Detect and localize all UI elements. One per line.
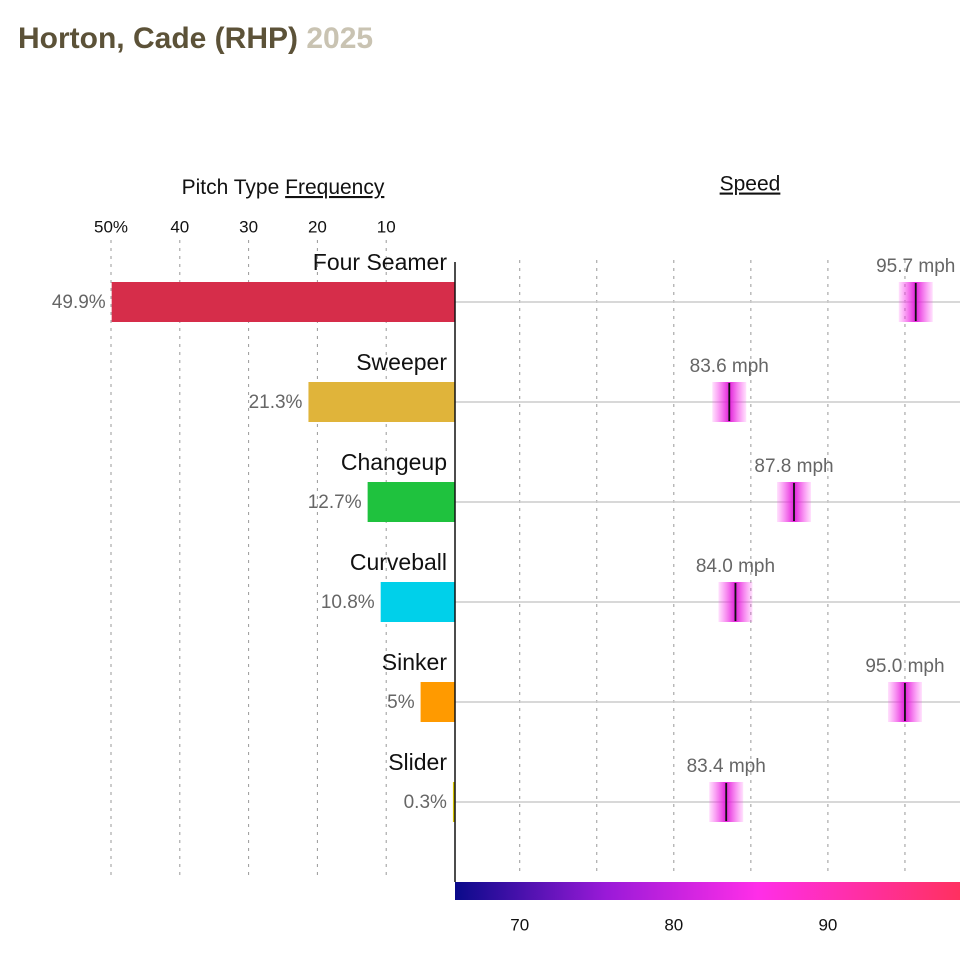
bar xyxy=(111,282,456,322)
x-tick-label: 30 xyxy=(239,217,258,236)
value-label: 95.7 mph xyxy=(876,256,955,277)
category-label: Sinker xyxy=(382,649,448,675)
panel-title: Pitch Type Frequency xyxy=(182,176,385,199)
value-label: 5% xyxy=(387,692,415,713)
category-label: Changeup xyxy=(341,449,447,475)
value-label: 49.9% xyxy=(52,292,106,313)
title-prefix: Pitch Type xyxy=(182,176,280,199)
value-label: 10.8% xyxy=(321,592,375,613)
value-label: 12.7% xyxy=(308,492,362,513)
x-tick-label: 20 xyxy=(308,217,327,236)
bar xyxy=(308,382,455,422)
category-label: Sweeper xyxy=(356,349,447,375)
value-label: 95.0 mph xyxy=(865,656,944,677)
value-label: 84.0 mph xyxy=(696,556,775,577)
page-title: Horton, Cade (RHP) 2025 xyxy=(18,22,373,55)
value-label: 83.6 mph xyxy=(690,356,769,377)
value-label: 0.3% xyxy=(404,792,447,813)
x-tick-label: 70 xyxy=(510,915,529,934)
color-scale xyxy=(455,882,960,900)
category-label: Four Seamer xyxy=(313,249,448,275)
x-tick-label: 40 xyxy=(170,217,189,236)
bar xyxy=(367,482,455,522)
x-tick-label: 50% xyxy=(94,217,128,236)
player-name: Horton, Cade (RHP) xyxy=(18,22,298,55)
category-label: Slider xyxy=(388,749,447,775)
category-label: Curveball xyxy=(350,549,447,575)
x-tick-label: 90 xyxy=(818,915,837,934)
x-tick-label: 10 xyxy=(377,217,396,236)
bar xyxy=(420,682,455,722)
bar xyxy=(452,782,455,822)
panel-title[interactable]: Speed xyxy=(720,173,781,196)
x-tick-label: 80 xyxy=(664,915,683,934)
value-label: 87.8 mph xyxy=(754,456,833,477)
season: 2025 xyxy=(306,22,373,55)
value-label: 21.3% xyxy=(249,392,303,413)
title-link[interactable]: Frequency xyxy=(285,176,385,199)
value-label: 83.4 mph xyxy=(687,756,766,777)
bar xyxy=(380,582,455,622)
